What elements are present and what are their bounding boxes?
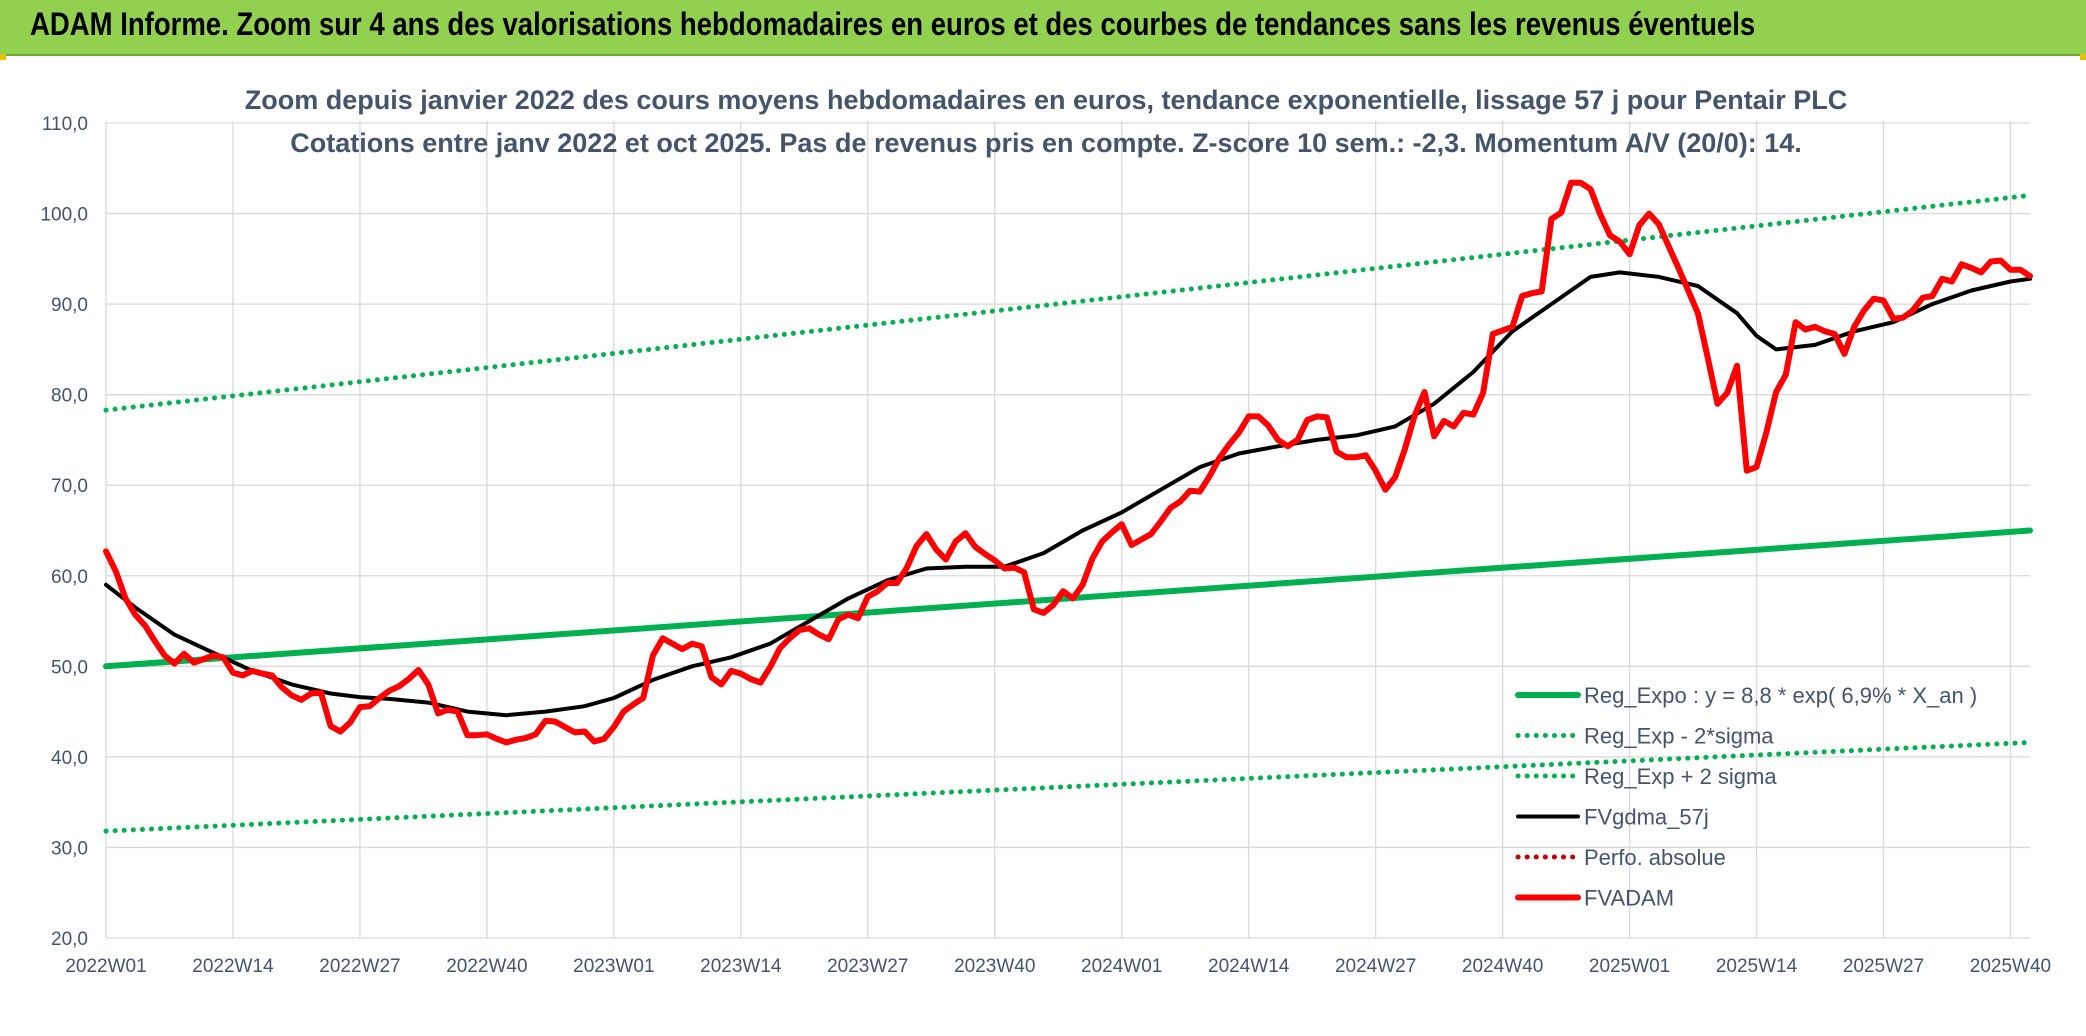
legend-label: FVgdma_57j — [1584, 805, 1709, 830]
x-tick-label: 2022W14 — [192, 956, 274, 977]
corner-mark-left — [0, 54, 6, 60]
x-tick-label: 2024W01 — [1081, 956, 1162, 977]
x-tick-label: 2024W14 — [1208, 956, 1290, 977]
y-tick-label: 60,0 — [51, 567, 88, 588]
y-tick-label: 90,0 — [51, 295, 88, 316]
x-tick-label: 2024W40 — [1462, 956, 1543, 977]
series-layer — [103, 179, 2033, 834]
y-tick-label: 110,0 — [42, 114, 88, 135]
y-tick-label: 70,0 — [51, 476, 88, 497]
x-tick-label: 2025W14 — [1716, 956, 1798, 977]
legend-label: FVADAM — [1584, 886, 1674, 911]
y-tick-label: 50,0 — [51, 657, 88, 678]
x-tick-label: 2022W40 — [446, 956, 527, 977]
x-tick-label: 2023W27 — [827, 956, 908, 977]
x-tick-label: 2022W01 — [65, 956, 146, 977]
chart-title-line-2: Cotations entre janv 2022 et oct 2025. P… — [290, 128, 1802, 158]
legend-label: Reg_Exp - 2*sigma — [1584, 724, 1774, 749]
x-tick-label: 2025W01 — [1589, 956, 1670, 977]
x-tick-label: 2022W27 — [319, 956, 400, 977]
trend-chart: Zoom depuis janvier 2022 des cours moyen… — [40, 85, 2051, 977]
legend-label: Perfo. absolue — [1584, 845, 1726, 870]
x-tick-label: 2023W01 — [573, 956, 654, 977]
corner-mark-right — [2080, 54, 2086, 60]
y-tick-label: 100,0 — [40, 205, 88, 226]
grid-layer — [105, 121, 2030, 939]
chart-frame: Zoom depuis janvier 2022 des cours moyen… — [0, 54, 2086, 1031]
series-line-reg-exp — [103, 739, 2033, 834]
x-tick-label: 2023W40 — [954, 956, 1035, 977]
y-tick-label: 80,0 — [51, 386, 88, 407]
series-line-fvadam — [103, 179, 2033, 746]
chart-title-line-1: Zoom depuis janvier 2022 des cours moyen… — [245, 85, 1848, 115]
legend-label: Reg_Exp + 2 sigma — [1584, 764, 1777, 789]
x-tick-label: 2023W14 — [700, 956, 782, 977]
x-tick-label: 2025W40 — [1970, 956, 2051, 977]
report-banner: ADAM Informe. Zoom sur 4 ans des valoris… — [0, 0, 2086, 56]
chart-title: Zoom depuis janvier 2022 des cours moyen… — [245, 85, 1848, 158]
x-tick-label: 2025W27 — [1843, 956, 1924, 977]
series-line-fvgdma-57j — [104, 270, 2032, 718]
y-tick-label: 40,0 — [51, 748, 88, 769]
legend: Reg_Expo : y = 8,8 * exp( 6,9% * X_an ) R… — [1515, 683, 1977, 911]
legend-label: Reg_Expo : y = 8,8 * exp( 6,9% * X_an ) — [1584, 683, 1977, 708]
axis-layer: 20,0 30,0 40,0 50,0 60,0 70,0 80,0 90,0 100,0 110… — [40, 114, 2051, 977]
report-title: ADAM Informe. Zoom sur 4 ans des valoris… — [30, 6, 1756, 42]
x-tick-label: 2024W27 — [1335, 956, 1416, 977]
y-tick-label: 20,0 — [51, 929, 88, 950]
series-line-reg-exp — [103, 192, 2033, 413]
y-tick-label: 30,0 — [51, 838, 88, 859]
